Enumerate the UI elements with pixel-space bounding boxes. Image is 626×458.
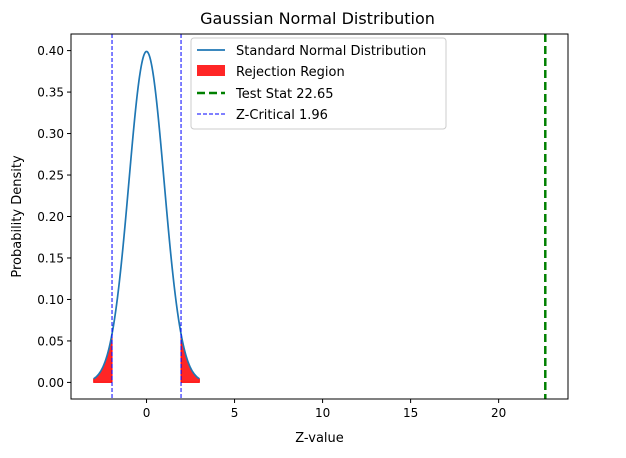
y-tick-label: 0.35	[37, 86, 64, 100]
y-tick-label: 0.40	[37, 44, 64, 58]
legend-label-normal: Standard Normal Distribution	[236, 44, 426, 59]
legend-box	[190, 37, 447, 130]
legend-label-rejection: Rejection Region	[236, 65, 345, 80]
x-axis-ticks: 0 5 10 15 20	[143, 399, 506, 420]
y-axis-ticks: 0.00 0.05 0.10 0.15 0.20 0.25 0.30 0.35 0.40	[37, 44, 71, 390]
y-tick-label: 0.30	[37, 127, 64, 141]
y-tick-label: 0.25	[37, 169, 64, 183]
chart-title: Gaussian Normal Distribution	[200, 9, 435, 28]
y-tick-label: 0.20	[37, 210, 64, 224]
x-tick-label: 15	[403, 406, 418, 420]
y-tick-label: 0.10	[37, 293, 64, 307]
legend-patch-rejection	[197, 65, 225, 76]
x-axis-label: Z-value	[295, 431, 344, 446]
legend-label-z-critical: Z-Critical 1.96	[236, 108, 328, 123]
y-tick-label: 0.05	[37, 334, 64, 348]
legend-label-test-stat: Test Stat 22.65	[235, 87, 334, 102]
x-tick-label: 5	[231, 406, 239, 420]
y-tick-label: 0.00	[37, 376, 64, 390]
data-layer	[93, 34, 547, 399]
x-tick-label: 0	[143, 406, 151, 420]
normal-curve-line	[93, 50, 200, 380]
legend: Standard Normal Distribution Rejection R…	[190, 37, 447, 130]
y-axis-label: Probability Density	[10, 155, 25, 278]
y-tick-label: 0.15	[37, 251, 64, 265]
x-tick-label: 20	[491, 406, 506, 420]
x-tick-label: 10	[315, 406, 330, 420]
